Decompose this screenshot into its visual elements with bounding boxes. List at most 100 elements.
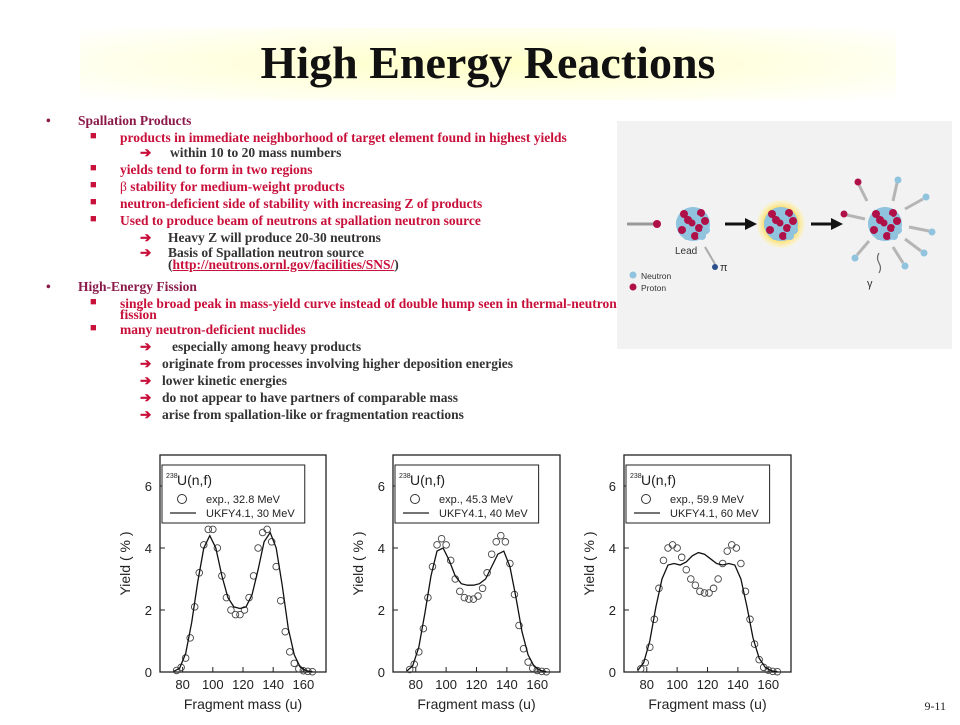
bullet-fission-item2-sub1: ➔ especially among heavy products	[140, 339, 362, 354]
arrow-bullet-icon: ➔	[140, 356, 152, 371]
gamma-wave-icon	[876, 252, 882, 274]
data-point	[286, 648, 294, 656]
series-line	[173, 531, 313, 673]
bullet-spallation-item1: ■ products in immediate neighborhood of t…	[90, 130, 567, 145]
y-axis-label: Yield ( % )	[581, 531, 597, 595]
data-point	[433, 541, 441, 549]
emitted-neutron	[901, 262, 909, 270]
legend-exp-label: exp., 59.9 MeV	[670, 494, 745, 506]
data-point	[728, 541, 736, 549]
legend-title-mass: 238	[166, 473, 178, 480]
data-point	[737, 559, 745, 568]
data-point	[664, 544, 672, 552]
data-point	[687, 575, 695, 583]
x-tick-label: 120	[232, 677, 254, 692]
spallation-diagram: Lead π γ Neutron Prot	[617, 121, 952, 349]
emitted-neutron	[928, 228, 936, 236]
data-point	[741, 587, 750, 596]
y-tick-label: 0	[378, 665, 385, 680]
data-point	[714, 575, 722, 583]
y-tick-label: 0	[609, 665, 616, 680]
y-tick-label: 4	[609, 541, 616, 556]
data-point	[487, 550, 496, 558]
spallation-diagram-svg: Lead π γ Neutron Prot	[627, 176, 936, 293]
legend-exp-label: exp., 32.8 MeV	[206, 494, 281, 506]
arrow-bullet-icon: ➔	[140, 245, 152, 260]
emitted-neutron	[922, 193, 930, 201]
yield-charts-svg: 0 2 4 6 80 100 120 140 160 Fragment mass (u) Yield…	[117, 454, 792, 712]
data-point	[276, 596, 285, 605]
data-point	[281, 627, 290, 636]
bullet-fission-item2-sub4: ➔ do not appear to have partners of compa…	[140, 390, 458, 405]
x-tick-label: 160	[293, 677, 315, 692]
x-tick-label: 100	[435, 677, 457, 692]
bullet-dot-icon: •	[46, 113, 51, 128]
y-tick-label: 6	[378, 479, 385, 494]
x-axis-label: Fragment mass (u)	[184, 696, 302, 712]
bullet-fission-item2: ■ many neutron-deficient nuclides	[90, 322, 306, 337]
title-band	[80, 28, 896, 100]
y-tick-label: 4	[145, 541, 152, 556]
arrow-1-head-icon	[745, 218, 757, 230]
legend-title: U(n,f)	[410, 472, 445, 488]
x-tick-label: 100	[666, 677, 688, 692]
arrow-bullet-icon: ➔	[140, 390, 152, 405]
arrow-bullet-icon: ➔	[140, 407, 152, 422]
legend-calc-label: UKFY4.1, 30 MeV	[206, 508, 295, 520]
gamma-label: γ	[867, 278, 873, 290]
x-tick-label: 80	[640, 677, 654, 692]
x-tick-label: 120	[466, 677, 488, 692]
square-bullet-icon: ■	[90, 162, 97, 174]
x-axis-label: Fragment mass (u)	[417, 696, 535, 712]
legend-title-mass: 238	[630, 473, 642, 480]
arrow-2-head-icon	[831, 218, 843, 230]
data-point	[405, 665, 414, 674]
square-bullet-icon: ■	[90, 322, 97, 334]
data-point	[213, 544, 222, 552]
y-tick-label: 4	[378, 541, 385, 556]
lead-nucleus	[676, 207, 710, 241]
x-tick-label: 160	[526, 677, 548, 692]
y-axis-label: Yield ( % )	[117, 531, 133, 595]
legend-calc-label: UKFY4.1, 60 MeV	[670, 508, 759, 520]
legend-proton-label: Proton	[641, 283, 666, 293]
y-tick-label: 0	[145, 665, 152, 680]
data-point	[696, 587, 704, 596]
data-point	[709, 584, 718, 593]
data-point	[469, 595, 478, 603]
data-point	[290, 659, 299, 668]
data-point	[419, 624, 428, 633]
data-point	[700, 589, 709, 597]
bullet-fission-heading: • High-Energy Fission	[46, 279, 197, 294]
legend-exp-marker	[641, 494, 651, 504]
legend-proton-swatch	[629, 283, 637, 291]
yield-charts: 0 2 4 6 80 100 120 140 160 Fragment mass (u) Yield…	[0, 450, 960, 720]
arrow-bullet-icon: ➔	[140, 145, 152, 160]
data-point	[254, 544, 262, 552]
square-bullet-icon: ■	[90, 196, 97, 208]
series-line	[637, 551, 778, 673]
data-point	[732, 544, 741, 552]
legend-title: U(n,f)	[641, 472, 676, 488]
excited-nucleus	[764, 207, 798, 241]
x-axis-label: Fragment mass (u)	[648, 696, 766, 712]
bullet-spallation-item1-sub1: ➔ within 10 to 20 mass numbers	[140, 145, 342, 160]
data-point	[682, 565, 690, 574]
arrow-bullet-icon: ➔	[140, 373, 152, 388]
x-tick-label: 160	[757, 677, 779, 692]
bullet-spallation-item5-sub1: ➔ Heavy Z will produce 20-30 neutrons	[140, 230, 381, 245]
data-point	[501, 538, 510, 546]
sns-link[interactable]: http://neutrons.ornl.gov/facilities/SNS/	[172, 257, 395, 272]
legend-calc-label: UKFY4.1, 40 MeV	[439, 508, 528, 520]
data-point	[497, 531, 505, 540]
data-point	[186, 634, 194, 642]
data-point	[515, 621, 523, 630]
x-tick-label: 140	[262, 677, 284, 692]
x-tick-label: 80	[409, 677, 423, 692]
legend-exp-marker	[177, 494, 187, 504]
data-point	[723, 547, 731, 555]
y-tick-label: 6	[145, 479, 152, 494]
slide-title: High Energy Reactions	[260, 37, 716, 88]
data-point	[460, 593, 469, 602]
x-tick-label: 140	[496, 677, 518, 692]
